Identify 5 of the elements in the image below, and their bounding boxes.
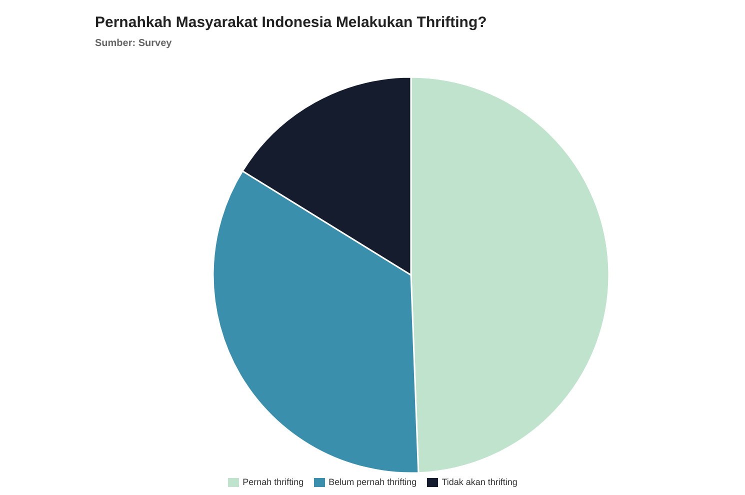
legend-label: Tidak akan thrifting <box>442 477 518 487</box>
legend-label: Pernah thrifting <box>242 477 304 487</box>
chart-title: Pernahkah Masyarakat Indonesia Melakukan Thrifting? <box>95 14 487 31</box>
legend-label: Belum pernah thrifting <box>328 477 417 487</box>
text: Sumber: Survey <box>95 38 172 49</box>
